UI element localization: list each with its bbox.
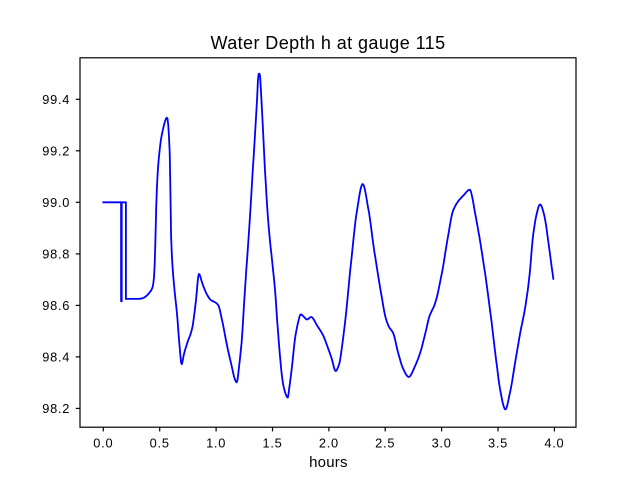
svg-text:98.2: 98.2 bbox=[42, 401, 70, 416]
svg-text:Water Depth h at gauge 115: Water Depth h at gauge 115 bbox=[210, 33, 445, 53]
svg-text:hours: hours bbox=[309, 454, 348, 471]
svg-text:3.5: 3.5 bbox=[488, 435, 508, 450]
svg-text:1.0: 1.0 bbox=[206, 435, 226, 450]
svg-text:0.5: 0.5 bbox=[150, 435, 170, 450]
svg-text:1.5: 1.5 bbox=[262, 435, 282, 450]
svg-text:4.0: 4.0 bbox=[544, 435, 564, 450]
svg-text:0.0: 0.0 bbox=[93, 435, 113, 450]
svg-text:98.6: 98.6 bbox=[42, 298, 70, 313]
svg-text:3.0: 3.0 bbox=[432, 435, 452, 450]
svg-text:99.4: 99.4 bbox=[42, 92, 70, 107]
svg-text:98.8: 98.8 bbox=[42, 247, 70, 262]
svg-text:99.2: 99.2 bbox=[42, 144, 70, 159]
svg-text:99.0: 99.0 bbox=[42, 195, 70, 210]
svg-text:2.5: 2.5 bbox=[375, 435, 395, 450]
svg-text:98.4: 98.4 bbox=[42, 350, 70, 365]
svg-text:2.0: 2.0 bbox=[319, 435, 339, 450]
